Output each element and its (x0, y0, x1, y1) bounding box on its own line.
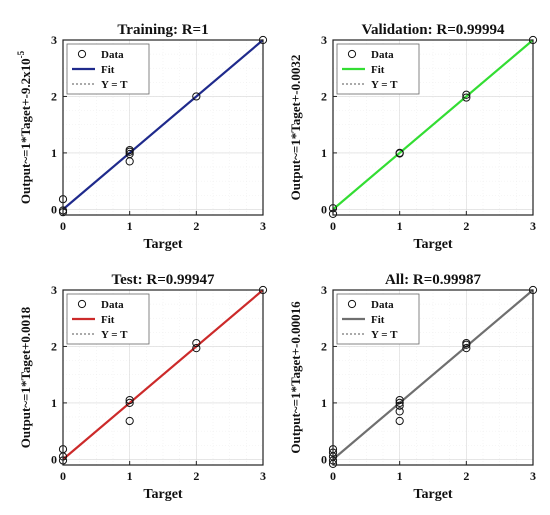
data-point (125, 398, 134, 408)
x-tick-label: 3 (260, 219, 266, 233)
y-axis-label-exponent: -5 (16, 50, 26, 58)
plot-frame (62, 289, 264, 466)
plot-title: Validation: R=0.99994 (361, 22, 505, 38)
plot-title: Training: R=1 (117, 22, 208, 38)
y-tick-label: 3 (51, 33, 57, 47)
data-point (125, 395, 134, 405)
legend-fit-label: Fit (101, 314, 115, 326)
data-point (395, 148, 404, 158)
legend-data-label: Data (101, 299, 124, 311)
legend-fit-label: Fit (371, 314, 385, 326)
x-axis-label: Target (143, 237, 182, 252)
plot-frame (62, 39, 264, 216)
y-axis-label: Output~=1*Taget+0.0018 (18, 306, 33, 448)
x-tick-label: 1 (397, 219, 403, 233)
data-point (462, 338, 471, 348)
legend: Data Fit Y = T (66, 293, 150, 345)
legend-identity-label: Y = T (101, 329, 128, 341)
data-point (125, 145, 134, 155)
x-tick-label: 3 (530, 219, 536, 233)
y-tick-label: 1 (321, 146, 327, 160)
legend-fit-label: Fit (371, 64, 385, 76)
x-tick-label: 3 (530, 469, 536, 483)
legend-data-label: Data (371, 49, 394, 61)
data-point (125, 416, 134, 426)
plot-panel-1: 0 1 2 3 0 1 2 3 Training: R=1 Target Output~=1*Tag… (16, 22, 268, 252)
legend-data-marker (77, 49, 87, 59)
x-axis-label: Target (413, 237, 452, 252)
y-tick-label: 2 (51, 89, 57, 103)
y-tick-label: 3 (321, 283, 327, 297)
plot-panel-2: 0 1 2 3 0 1 2 3 Validation: R=0.99994 Target Outpu… (288, 22, 538, 252)
y-tick-label: 1 (51, 396, 57, 410)
legend-identity-label: Y = T (101, 79, 128, 91)
data-point (395, 407, 404, 416)
plot-frame (332, 39, 534, 216)
data-point (395, 416, 404, 426)
data-point (462, 90, 471, 99)
plot-title: All: R=0.99987 (385, 272, 482, 288)
data-point (192, 344, 201, 353)
x-tick-label: 2 (193, 219, 199, 233)
legend: Data Fit Y = T (66, 43, 150, 95)
x-tick-label: 0 (330, 469, 336, 483)
y-tick-label: 0 (321, 202, 327, 216)
x-tick-label: 2 (463, 219, 469, 233)
fit-line (332, 289, 534, 461)
x-tick-label: 1 (397, 469, 403, 483)
x-axis-label: Target (143, 487, 182, 502)
x-tick-label: 2 (193, 469, 199, 483)
legend: Data Fit Y = T (336, 293, 420, 345)
data-point (395, 398, 404, 408)
fit-line (332, 39, 534, 211)
legend-identity-label: Y = T (371, 79, 398, 91)
legend-data-marker (77, 299, 87, 309)
y-tick-label: 0 (51, 452, 57, 466)
legend-identity-label: Y = T (371, 329, 398, 341)
data-point (125, 149, 134, 159)
data-point (395, 395, 404, 405)
y-tick-label: 2 (321, 339, 327, 353)
y-tick-label: 3 (51, 283, 57, 297)
x-tick-label: 0 (330, 219, 336, 233)
fit-line (62, 289, 264, 461)
x-tick-label: 3 (260, 469, 266, 483)
data-point (192, 92, 201, 101)
y-axis-label: Output~=1*Taget+-0.0032 (288, 55, 303, 201)
y-tick-label: 2 (321, 89, 327, 103)
fit-line (62, 39, 264, 211)
data-point (395, 401, 404, 410)
legend-data-marker (347, 299, 357, 309)
data-point (462, 93, 471, 102)
legend: Data Fit Y = T (336, 43, 420, 95)
x-tick-label: 1 (127, 219, 133, 233)
plot-title: Test: R=0.99947 (112, 272, 215, 288)
x-tick-label: 0 (60, 469, 66, 483)
y-tick-label: 2 (51, 339, 57, 353)
x-tick-label: 0 (60, 219, 66, 233)
legend-fit-label: Fit (101, 64, 115, 76)
legend-data-label: Data (101, 49, 124, 61)
y-tick-label: 0 (51, 202, 57, 216)
plot-panel-4: 0 1 2 3 0 1 2 3 All: R=0.99987 Target Output~=1*Ta… (288, 272, 538, 502)
y-axis-label: Output~=1*Taget+-0.00016 (288, 301, 303, 454)
legend-data-marker (347, 49, 357, 59)
x-tick-label: 2 (463, 469, 469, 483)
x-tick-label: 1 (127, 469, 133, 483)
y-tick-label: 1 (51, 146, 57, 160)
plot-panel-3: 0 1 2 3 0 1 2 3 Test: R=0.99947 Target Output~=1*T… (18, 272, 268, 502)
plot-frame (332, 289, 534, 466)
data-point (192, 338, 201, 348)
data-point (462, 344, 471, 353)
x-axis-label: Target (413, 487, 452, 502)
legend-data-label: Data (371, 299, 394, 311)
y-tick-label: 0 (321, 452, 327, 466)
y-tick-label: 3 (321, 33, 327, 47)
y-axis-label: Output~=1*Taget+-9.2x10-5 (16, 50, 33, 204)
y-tick-label: 1 (321, 396, 327, 410)
